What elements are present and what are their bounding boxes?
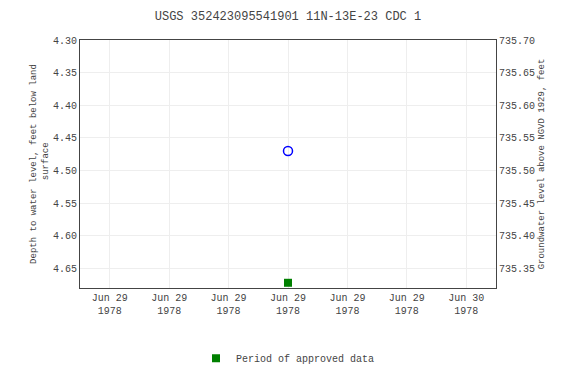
- svg-text:4.40: 4.40: [53, 101, 77, 112]
- svg-text:735.65: 735.65: [499, 68, 535, 79]
- svg-text:4.65: 4.65: [53, 264, 77, 275]
- svg-text:735.60: 735.60: [499, 101, 535, 112]
- svg-text:4.30: 4.30: [53, 36, 77, 47]
- svg-text:Jun 291978: Jun 291978: [270, 293, 306, 317]
- svg-text:Jun 291978: Jun 291978: [389, 293, 425, 317]
- svg-text:735.55: 735.55: [499, 133, 535, 144]
- svg-text:Jun 291978: Jun 291978: [151, 293, 187, 317]
- svg-text:4.55: 4.55: [53, 199, 77, 210]
- svg-text:735.35: 735.35: [499, 264, 535, 275]
- svg-text:735.45: 735.45: [499, 199, 535, 210]
- svg-text:Period of approved data: Period of approved data: [236, 354, 374, 365]
- svg-text:Depth to water level, feet bel: Depth to water level, feet below land su…: [29, 64, 51, 264]
- svg-text:Jun 291978: Jun 291978: [329, 293, 365, 317]
- svg-text:735.40: 735.40: [499, 231, 535, 242]
- svg-text:Jun 291978: Jun 291978: [92, 293, 128, 317]
- svg-text:4.60: 4.60: [53, 231, 77, 242]
- svg-text:Jun 301978: Jun 301978: [448, 293, 484, 317]
- svg-text:4.45: 4.45: [53, 133, 77, 144]
- svg-text:Groundwater level above NGVD 1: Groundwater level above NGVD 1929, feet: [537, 59, 547, 270]
- svg-text:USGS 352423095541901 11N-13E-2: USGS 352423095541901 11N-13E-23 CDC 1: [155, 10, 421, 24]
- svg-text:Jun 291978: Jun 291978: [211, 293, 247, 317]
- svg-text:4.50: 4.50: [53, 166, 77, 177]
- svg-text:735.50: 735.50: [499, 166, 535, 177]
- svg-text:4.35: 4.35: [53, 68, 77, 79]
- svg-text:735.70: 735.70: [499, 36, 535, 47]
